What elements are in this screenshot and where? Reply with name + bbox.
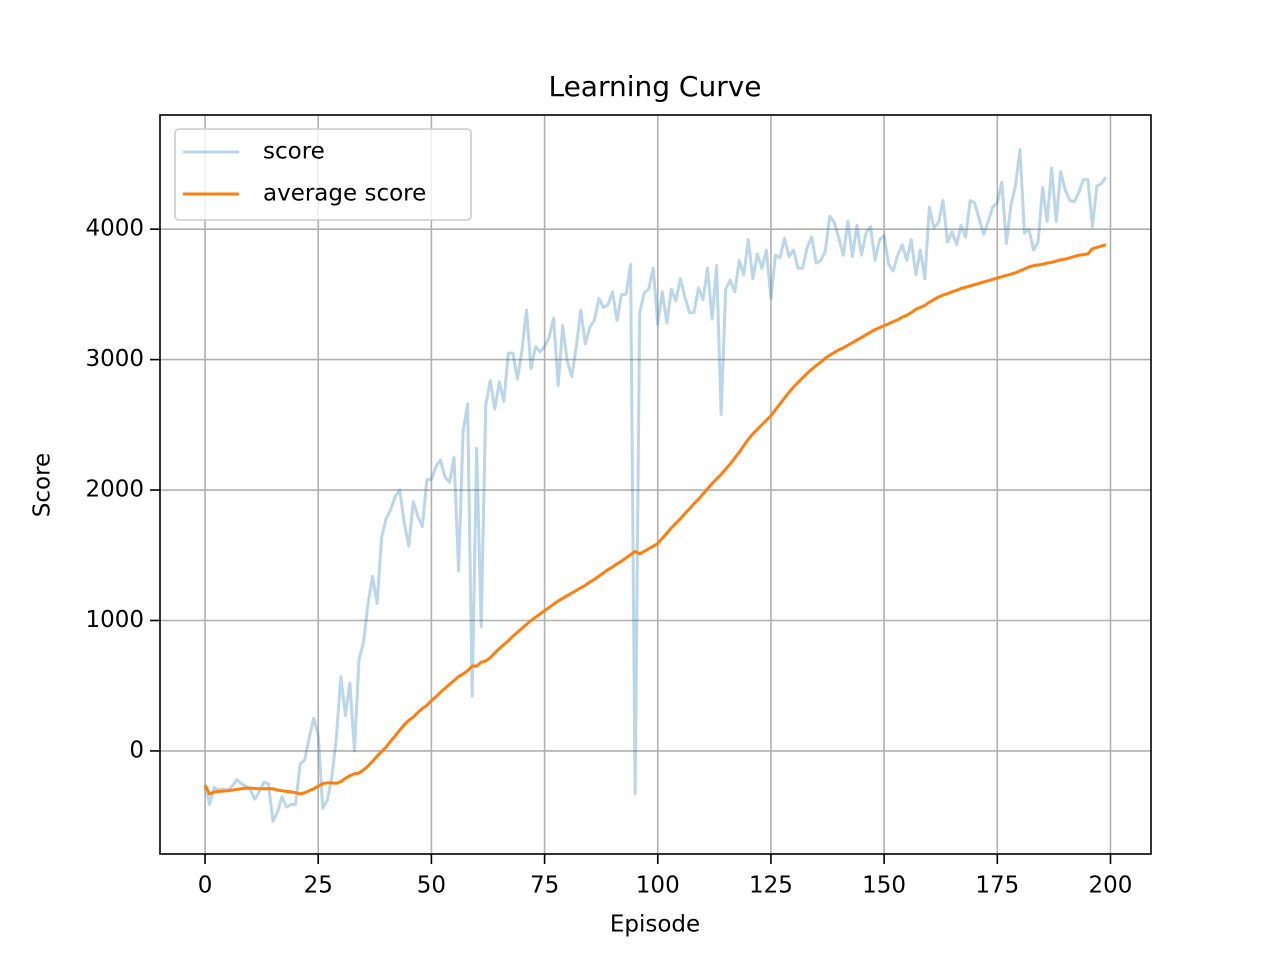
x-tick-label: 75 — [530, 873, 559, 899]
legend: score average score — [174, 128, 472, 221]
chart-title: Learning Curve — [548, 70, 761, 103]
legend-label: average score — [263, 181, 426, 207]
x-tick-label: 150 — [862, 873, 906, 899]
y-tick-label: 2000 — [85, 477, 144, 503]
legend-label: score — [263, 139, 325, 165]
x-axis-label: Episode — [610, 912, 700, 938]
legend-box — [174, 128, 472, 221]
series-line — [203, 243, 1107, 796]
x-tick-label: 100 — [636, 873, 680, 899]
x-tick-label: 25 — [304, 873, 333, 899]
x-tick-label: 175 — [975, 873, 1019, 899]
y-axis-label: Score — [30, 453, 56, 517]
y-tick-label: 0 — [129, 737, 144, 763]
y-tick-label: 3000 — [85, 346, 144, 372]
x-tick-label: 50 — [417, 873, 446, 899]
y-tick-label: 4000 — [85, 216, 144, 242]
x-tick-label: 125 — [749, 873, 793, 899]
axes-frame — [159, 114, 1152, 855]
x-tick-label: 200 — [1089, 873, 1133, 899]
series-line — [203, 148, 1108, 823]
x-tick-label: 0 — [198, 873, 213, 899]
y-tick-label: 1000 — [85, 607, 144, 633]
